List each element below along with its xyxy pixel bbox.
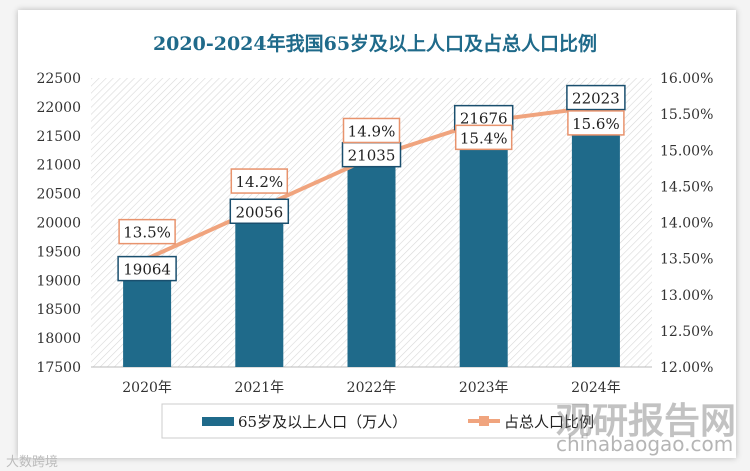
left-tick-label: 18000: [36, 331, 81, 347]
left-tick-label: 17500: [36, 360, 81, 376]
legend-bar-swatch: [202, 417, 234, 426]
bar-label-box: [229, 198, 290, 225]
right-tick-label: 14.00%: [660, 216, 713, 232]
bar-data-label: 19064: [123, 261, 171, 279]
line-data-label: 13.5%: [123, 224, 171, 242]
right-tick-label: 12.50%: [660, 324, 713, 340]
line-label-box: [118, 218, 176, 245]
bar-label-box: [566, 84, 626, 111]
bar-label-box: [117, 255, 177, 282]
left-tick-label: 18500: [36, 302, 81, 318]
url-watermark: chinabaogao.com: [556, 432, 734, 456]
right-tick-label: 12.00%: [660, 360, 713, 376]
line-data-label: 15.6%: [572, 115, 620, 133]
line-label-box: [230, 168, 289, 194]
bar: [235, 219, 284, 367]
left-tick-label: 19500: [36, 244, 81, 260]
left-tick-label: 22000: [36, 100, 81, 116]
right-tick-label: 15.00%: [660, 143, 713, 159]
bar: [123, 276, 172, 367]
bar: [347, 162, 396, 367]
right-tick-label: 13.50%: [660, 252, 713, 268]
bar-data-label: 21035: [348, 147, 396, 165]
right-tick-label: 13.00%: [660, 288, 713, 304]
left-tick-label: 19000: [36, 273, 81, 289]
line-label-box: [567, 110, 625, 136]
right-tick-label: 16.00%: [660, 71, 713, 87]
line-data-label: 14.9%: [348, 122, 396, 140]
x-tick-label: 2023年: [459, 380, 509, 396]
legend-line-marker: [479, 416, 489, 426]
chart-title: 2020-2024年我国65岁及以上人口及占总人口比例: [153, 32, 597, 55]
bar: [571, 105, 620, 367]
bar-label-box: [341, 141, 402, 168]
line-data-label: 14.2%: [235, 173, 283, 191]
left-tick-label: 21000: [36, 158, 81, 174]
left-tick-label: 21500: [36, 129, 81, 145]
bar-data-label: 21676: [460, 110, 508, 128]
brand-watermark: 观研报告网: [556, 401, 737, 442]
legend-bar-label: 65岁及以上人口（万人）: [238, 413, 407, 431]
bar: [459, 125, 508, 367]
bar-data-label: 20056: [235, 203, 283, 221]
x-tick-label: 2021年: [234, 380, 284, 396]
line-label-box: [342, 117, 401, 144]
right-tick-label: 14.50%: [660, 179, 713, 195]
x-tick-label: 2022年: [347, 380, 397, 396]
left-tick-label: 22500: [36, 71, 81, 87]
x-tick-label: 2020年: [122, 380, 172, 396]
legend-line-label: 占总人口比例: [504, 413, 594, 431]
line-data-label: 15.4%: [460, 129, 508, 147]
x-tick-label: 2024年: [571, 380, 621, 396]
bar-data-label: 22023: [572, 90, 620, 108]
right-tick-label: 15.50%: [660, 107, 713, 123]
line-label-box: [454, 124, 513, 151]
left-tick-label: 20000: [36, 216, 81, 232]
left-tick-label: 20500: [36, 187, 81, 203]
corner-watermark: 大数跨境: [6, 455, 59, 470]
